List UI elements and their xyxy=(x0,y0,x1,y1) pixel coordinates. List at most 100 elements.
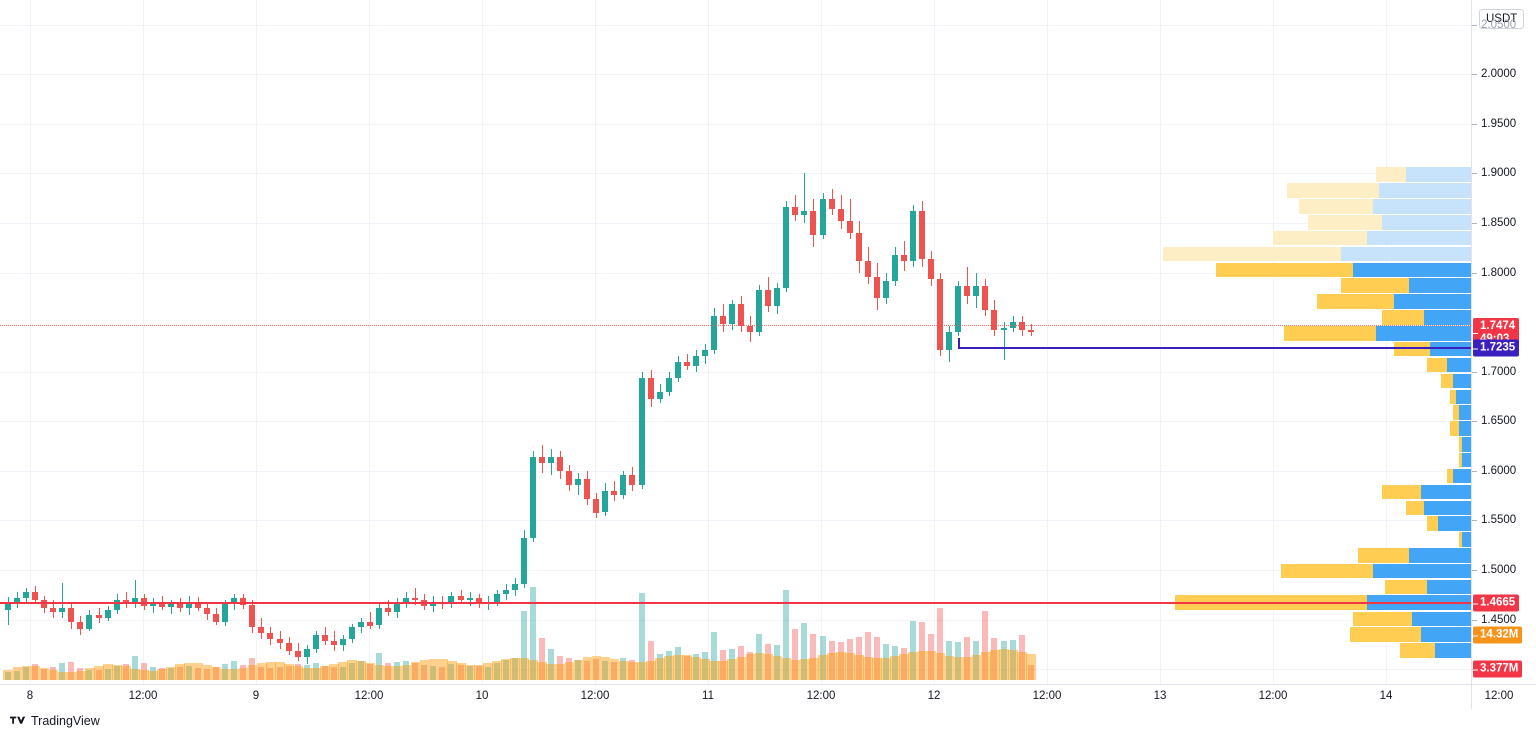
volume-lower-tag[interactable]: 3.377M xyxy=(1473,660,1523,678)
volume-profile-row xyxy=(1382,310,1471,325)
candle-body xyxy=(367,621,373,626)
volume-bar xyxy=(23,666,30,680)
volume-bar xyxy=(466,666,473,680)
candle-body xyxy=(801,211,808,216)
candle-body xyxy=(919,211,926,259)
candle-body xyxy=(68,607,75,622)
candle-body xyxy=(575,478,582,485)
candle-wick xyxy=(8,596,9,626)
poc-price-line xyxy=(0,602,1471,605)
volume-average-overlay xyxy=(564,662,575,680)
gridline-horizontal xyxy=(0,173,1471,174)
volume-profile-sell-segment xyxy=(1382,484,1421,500)
volume-average-overlay xyxy=(256,662,267,680)
volume-bar xyxy=(674,647,681,680)
chart-pane[interactable] xyxy=(0,0,1471,684)
volume-bar xyxy=(900,647,907,680)
gridline-vertical xyxy=(934,0,935,684)
candle-wick xyxy=(370,611,371,630)
volume-average-overlay xyxy=(772,655,783,680)
time-tick-label: 12:00 xyxy=(354,690,384,702)
mid-price-tag[interactable]: 1.7235 xyxy=(1473,339,1520,357)
volume-profile-row xyxy=(1399,643,1471,658)
volume-bar xyxy=(285,665,292,680)
candle-body xyxy=(928,258,935,279)
volume-profile-buy-segment xyxy=(1435,643,1471,658)
volume-bar xyxy=(701,652,708,680)
volume-average-overlay xyxy=(284,663,294,680)
volume-bar xyxy=(14,671,21,680)
volume-profile-row xyxy=(1385,579,1471,595)
candle-body xyxy=(792,207,799,216)
price-tick-label: 1.8500 xyxy=(1481,217,1517,230)
candle-body xyxy=(810,211,817,235)
volume-average-overlay xyxy=(175,664,186,680)
volume-bar xyxy=(267,668,274,680)
price-tick-mark xyxy=(1472,421,1477,422)
volume-profile-sell-segment xyxy=(1426,516,1439,531)
volume-lower-value: 3.377M xyxy=(1480,662,1519,675)
poc-price-tag[interactable]: 1.4665 xyxy=(1473,594,1520,612)
volume-bar xyxy=(873,636,880,680)
volume-average-overlay xyxy=(347,660,358,680)
volume-profile-sell-segment xyxy=(1284,326,1377,341)
volume-average-overlay xyxy=(148,670,158,680)
price-tick-label: 1.5000 xyxy=(1481,564,1517,576)
candle-wick xyxy=(135,579,136,608)
volume-bar xyxy=(448,664,455,680)
volume-bar xyxy=(801,623,808,680)
volume-bar xyxy=(321,666,328,680)
volume-average-overlay xyxy=(618,660,629,680)
volume-profile-row xyxy=(1281,563,1471,579)
volume-profile-sell-segment xyxy=(1426,357,1448,373)
volume-profile-row xyxy=(1272,230,1471,246)
volume-upper-tag[interactable]: 14.32M xyxy=(1473,626,1523,644)
volume-average-overlay xyxy=(528,659,539,680)
mid-price-line xyxy=(958,347,1471,350)
candle-body xyxy=(964,286,971,297)
volume-bar xyxy=(276,667,283,680)
price-tick-label: 1.4500 xyxy=(1481,613,1517,626)
volume-profile-sell-segment xyxy=(1376,167,1406,182)
volume-bar xyxy=(348,663,355,680)
volume-profile-row xyxy=(1447,468,1471,484)
candle-body xyxy=(267,633,274,640)
candle-body xyxy=(783,207,790,289)
volume-average-overlay xyxy=(944,655,955,680)
volume-bar xyxy=(412,662,419,680)
volume-average-overlay xyxy=(546,663,557,680)
volume-average-overlay xyxy=(84,668,95,680)
gridline-horizontal xyxy=(0,124,1471,125)
volume-average-overlay xyxy=(139,670,149,680)
volume-average-overlay xyxy=(745,654,756,680)
candle-body xyxy=(176,603,183,608)
volume-bar xyxy=(747,651,754,680)
candle-body xyxy=(900,254,907,261)
volume-average-overlay xyxy=(410,662,421,680)
candle-body xyxy=(475,597,482,604)
volume-profile-sell-segment xyxy=(1453,405,1460,420)
volume-profile-buy-segment xyxy=(1426,579,1471,595)
volume-average-overlay xyxy=(455,663,466,680)
volume-average-overlay xyxy=(781,658,792,680)
volume-average-overlay xyxy=(600,656,611,680)
time-scale[interactable]: 8 12:00 9 12:00 10 12:00 11 12:00 12 12:00 13 12:00… xyxy=(0,684,1536,710)
volume-bar xyxy=(538,638,545,680)
volume-profile-sell-segment xyxy=(1163,246,1341,262)
candle-body xyxy=(86,614,93,630)
volume-average-overlay xyxy=(1008,650,1018,680)
gridline-horizontal xyxy=(0,570,1471,571)
volume-average-overlay xyxy=(311,667,321,680)
candle-body xyxy=(529,456,536,539)
gridline-horizontal xyxy=(0,25,1471,26)
volume-profile-row xyxy=(1317,294,1471,309)
volume-average-overlay xyxy=(1017,651,1027,680)
candle-body xyxy=(593,498,600,513)
candle-body xyxy=(828,199,835,210)
volume-histogram xyxy=(3,587,1036,680)
volume-bar xyxy=(891,645,898,680)
volume-profile-row xyxy=(1299,199,1471,214)
price-scale[interactable]: USDT 2.0500 2.0000 1.9500 1.9000 1.8500 1.800… xyxy=(1471,0,1536,684)
volume-average-overlay xyxy=(157,669,167,680)
candle-body xyxy=(747,326,754,333)
